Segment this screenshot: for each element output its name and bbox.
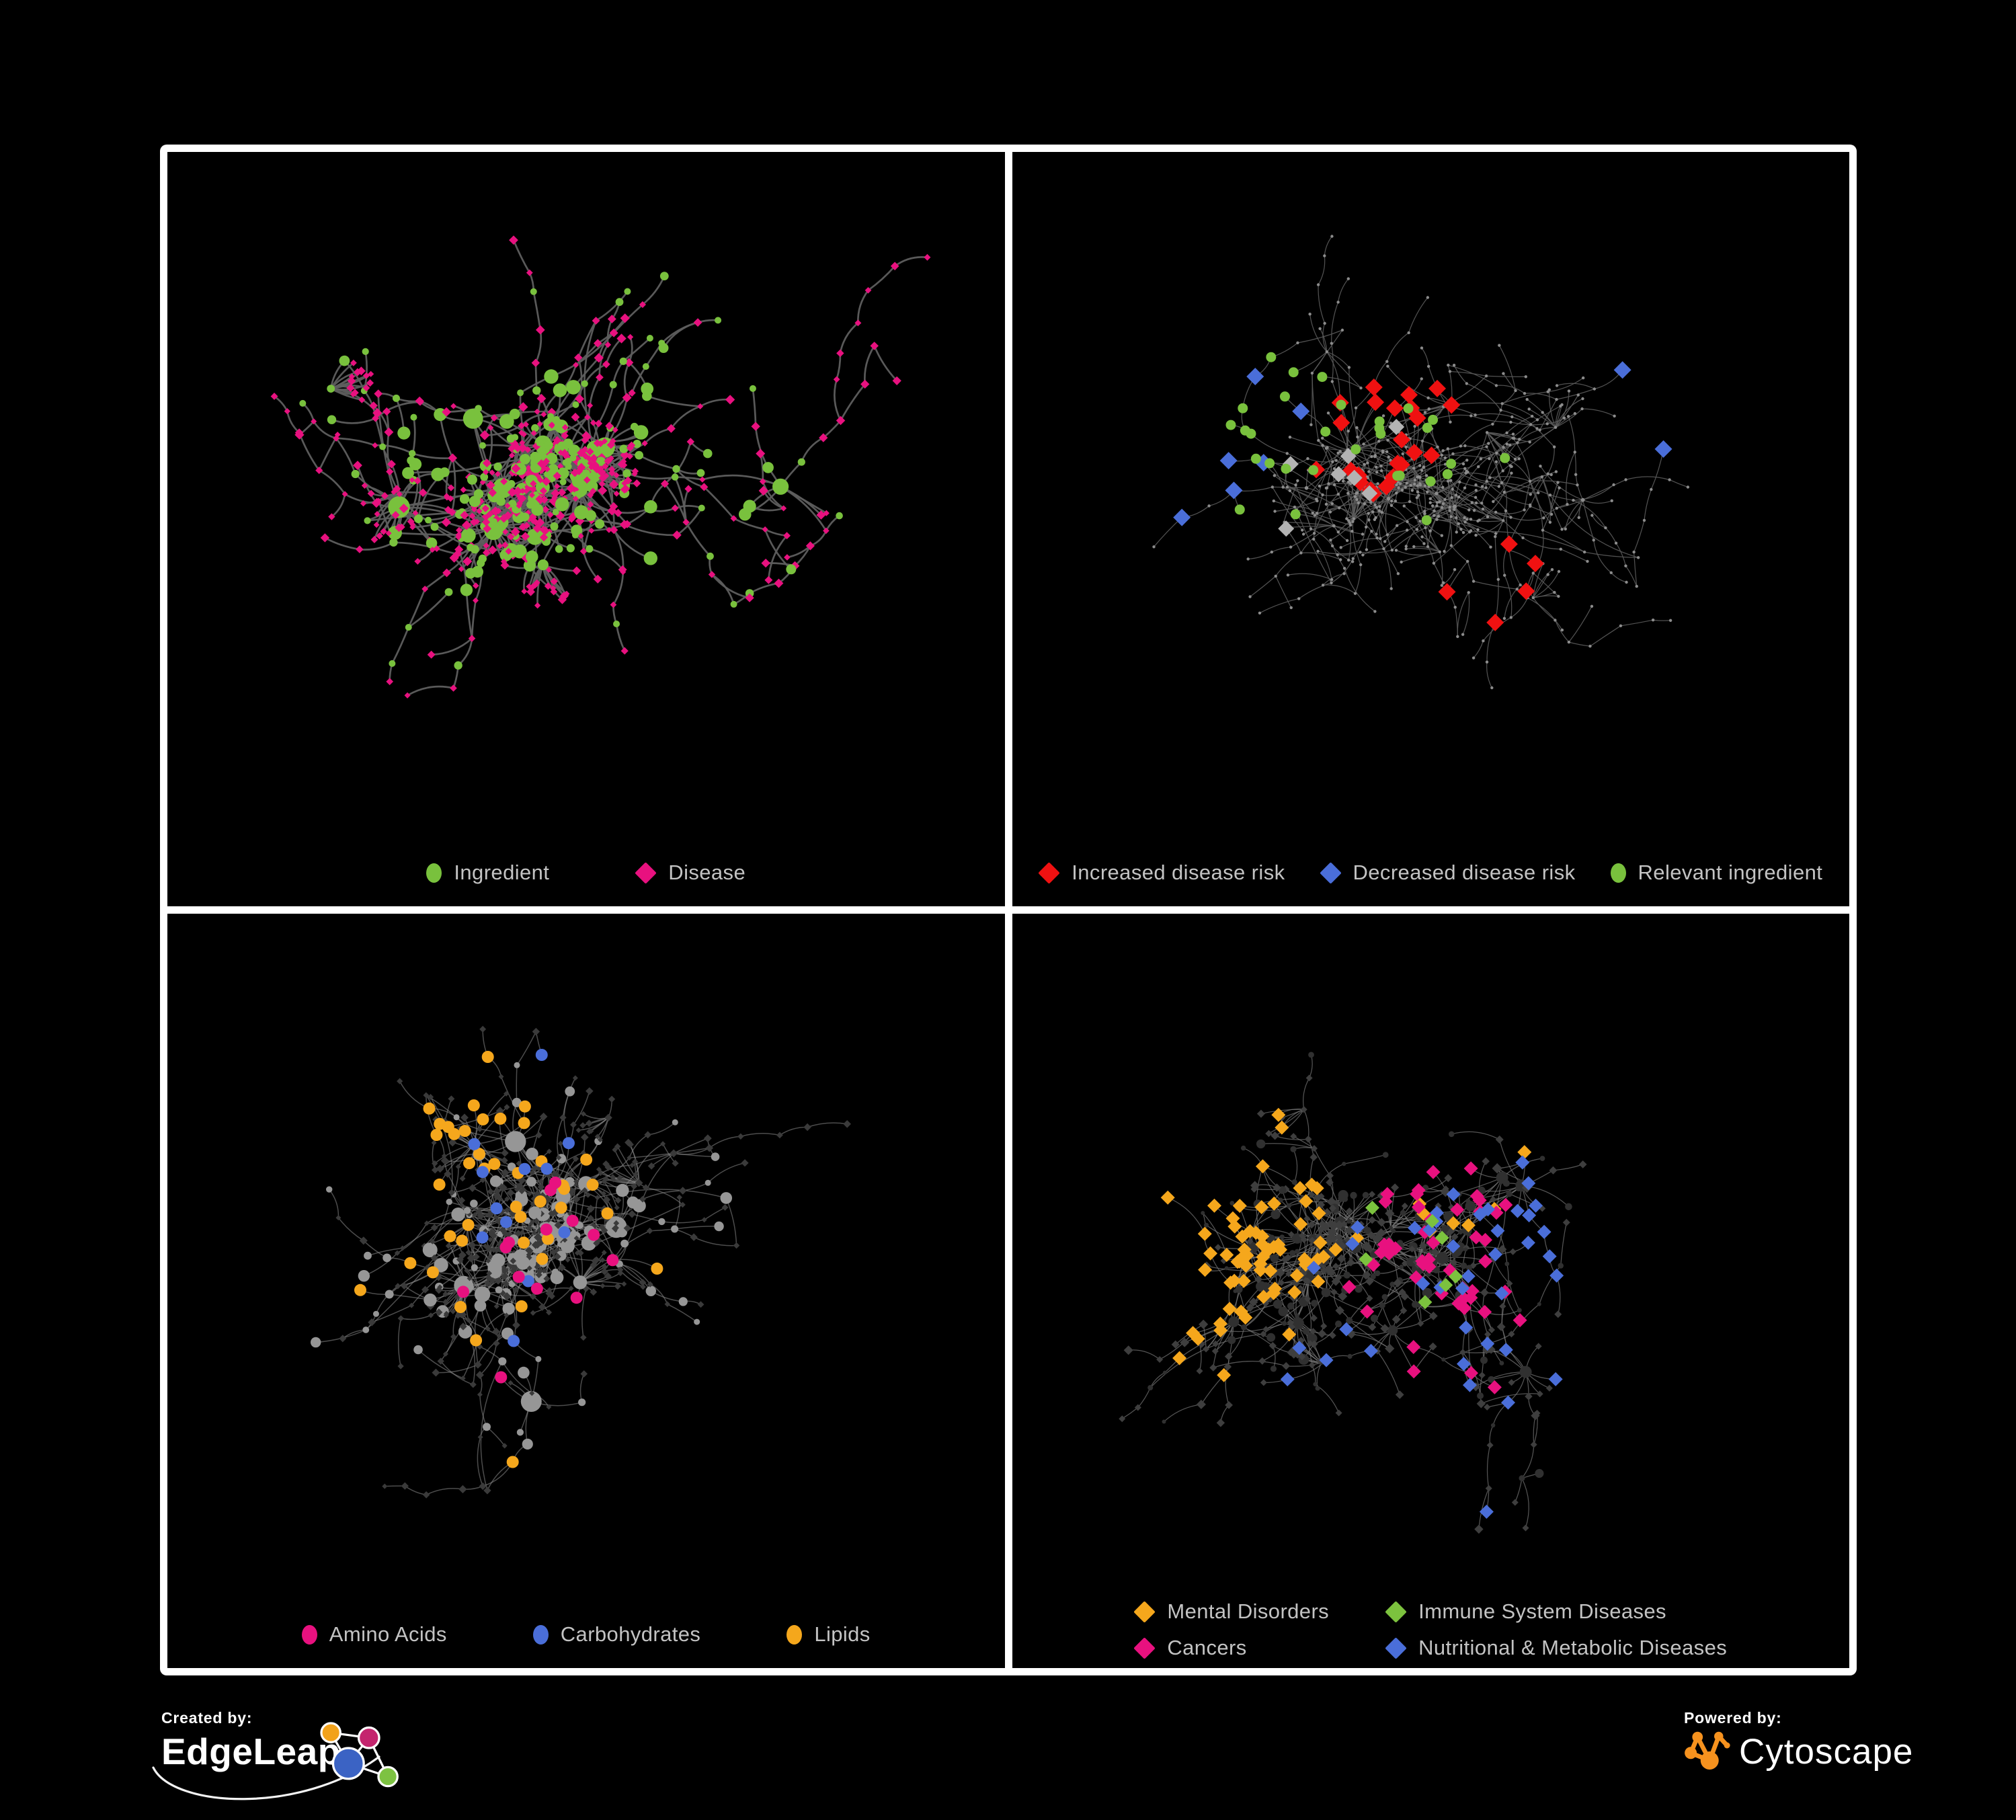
legend-label: Disease xyxy=(668,861,746,884)
legend-label: Immune System Diseases xyxy=(1418,1599,1666,1623)
panel-disease-classes: Mental Disorders Immune System Diseases Ca… xyxy=(1012,914,1850,1668)
powered-by-branding: Powered by: Cytoscape xyxy=(1684,1709,1913,1776)
legend-row: Amino Acids Carbohydrates Lipids xyxy=(301,1622,871,1647)
legend-label: Carbohydrates xyxy=(560,1622,701,1646)
legend-row: Ingredient Disease xyxy=(426,861,745,885)
network-graph-ingredient-disease xyxy=(270,235,931,699)
legend-item-decreased-disease-risk: Decreased disease risk xyxy=(1319,861,1576,885)
legend-item-increased-disease-risk: Increased disease risk xyxy=(1038,861,1285,885)
legend-label: Increased disease risk xyxy=(1072,861,1285,884)
circle-marker-icon xyxy=(1610,863,1626,883)
cytoscape-wordmark: Cytoscape xyxy=(1739,1731,1914,1772)
panel-grid: Ingredient Disease Increased disease risk… xyxy=(160,145,1857,1675)
diamond-marker-icon xyxy=(1319,861,1342,884)
legend-item-cancers: Cancers xyxy=(1133,1636,1247,1660)
legend-item-amino-acids: Amino Acids xyxy=(301,1622,447,1647)
powered-by-label: Powered by: xyxy=(1684,1709,1782,1727)
legend-label: Relevant ingredient xyxy=(1638,861,1823,884)
created-by-label: Created by: xyxy=(161,1709,253,1727)
legend-nutrient-classes: Amino Acids Carbohydrates Lipids xyxy=(167,1622,1005,1647)
legend-label: Decreased disease risk xyxy=(1353,861,1576,884)
edgeleap-logo-icon xyxy=(320,1722,399,1788)
legend-label: Nutritional & Metabolic Diseases xyxy=(1418,1636,1728,1659)
network-graph-disease-risk xyxy=(1152,235,1689,690)
diamond-marker-icon xyxy=(1133,1636,1156,1659)
legend-label: Cancers xyxy=(1167,1636,1247,1659)
network-graph-nutrient-classes xyxy=(311,1025,851,1499)
legend-label: Amino Acids xyxy=(329,1622,447,1646)
diamond-marker-icon xyxy=(1038,861,1061,884)
diamond-marker-icon xyxy=(1133,1600,1156,1623)
panel-ingredient-disease: Ingredient Disease xyxy=(167,152,1005,906)
legend-label: Ingredient xyxy=(454,861,550,884)
legend-item-ingredient: Ingredient xyxy=(426,861,549,885)
legend-item-nutritional-metabolic-diseases: Nutritional & Metabolic Diseases xyxy=(1385,1636,1727,1660)
legend-item-carbohydrates: Carbohydrates xyxy=(532,1622,701,1647)
legend-item-mental-disorders: Mental Disorders xyxy=(1133,1599,1330,1624)
panel-nutrient-classes: Amino Acids Carbohydrates Lipids xyxy=(167,914,1005,1668)
network-graph-disease-classes xyxy=(1118,1052,1587,1534)
circle-marker-icon xyxy=(532,1624,549,1645)
diamond-marker-icon xyxy=(1385,1600,1407,1623)
created-by-branding: Created by: EdgeLeap xyxy=(152,1709,484,1810)
legend-disease-risk: Increased disease risk Decreased disease … xyxy=(1012,861,1850,885)
diamond-marker-icon xyxy=(1385,1636,1407,1659)
circle-marker-icon xyxy=(426,863,442,883)
legend-item-lipids: Lipids xyxy=(787,1622,870,1647)
panel-disease-risk: Increased disease risk Decreased disease … xyxy=(1012,152,1850,906)
legend-ingredient-disease: Ingredient Disease xyxy=(167,861,1005,885)
circle-marker-icon xyxy=(787,1624,803,1645)
legend-row: Increased disease risk Decreased disease … xyxy=(1038,861,1823,885)
legend-label: Lipids xyxy=(814,1622,871,1646)
legend-item-disease: Disease xyxy=(635,861,745,885)
cytoscape-logo-icon xyxy=(1685,1731,1730,1770)
circle-marker-icon xyxy=(301,1624,317,1645)
legend-item-immune-system-diseases: Immune System Diseases xyxy=(1385,1599,1666,1624)
legend-item-relevant-ingredient: Relevant ingredient xyxy=(1610,861,1823,885)
legend-disease-classes: Mental Disorders Immune System Diseases Ca… xyxy=(1012,1599,1850,1660)
diamond-marker-icon xyxy=(635,861,657,884)
legend-label: Mental Disorders xyxy=(1167,1599,1330,1623)
